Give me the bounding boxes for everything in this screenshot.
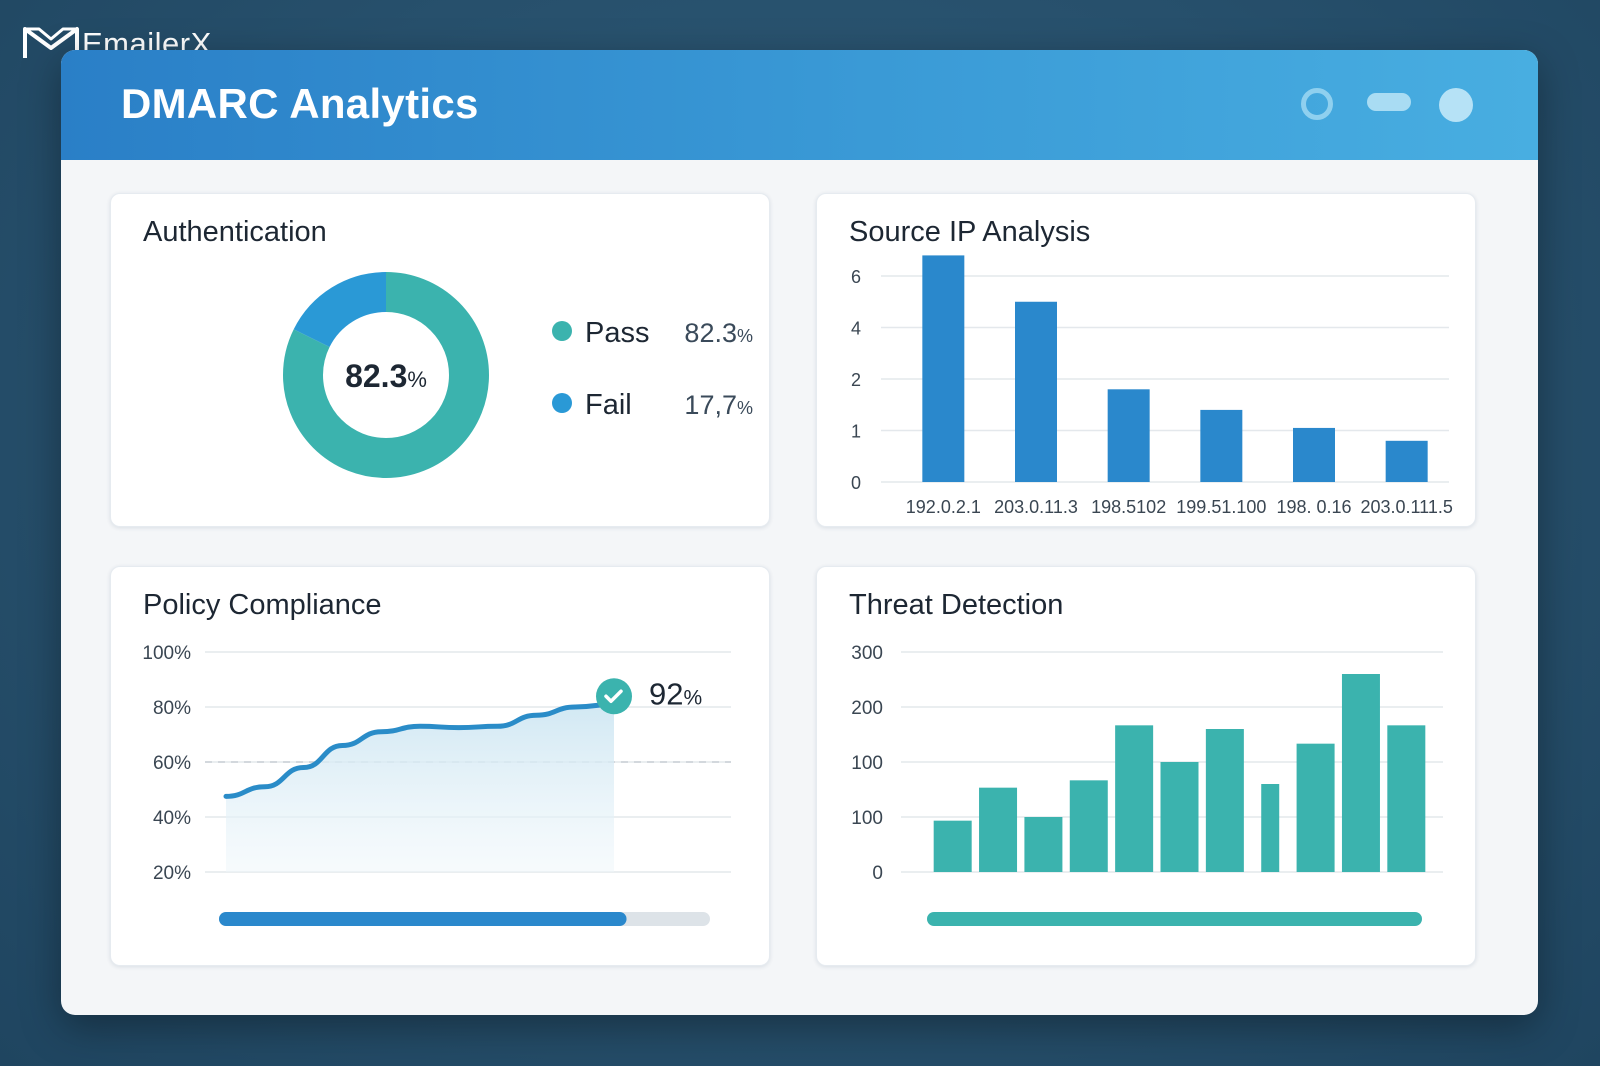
- ip-bar: [1107, 389, 1150, 482]
- ip-bar: [1385, 440, 1428, 482]
- check-mark-icon: [604, 689, 623, 703]
- threat-detection-bar-chart: 300 200 100 100 0: [851, 643, 1443, 926]
- threat-bar: [1069, 780, 1108, 872]
- threat-detection-card: Threat Detection 300 200 100 100 0: [816, 566, 1476, 966]
- threat-bar: [1387, 725, 1426, 872]
- policy-area-fill: [226, 704, 614, 872]
- legend-pass-label: Pass: [585, 317, 649, 349]
- threat-bar: [1024, 817, 1063, 872]
- legend-fail-number: 17,7: [684, 390, 737, 420]
- donut-center-value: 82.3: [345, 358, 407, 394]
- legend-fail-unit: %: [737, 398, 753, 418]
- policy-ytick-label: 60%: [153, 753, 191, 774]
- ip-ytick-label: 4: [851, 319, 861, 339]
- policy-compliance-card: Policy Compliance 100% 80% 60% 40% 20% 92%: [110, 566, 770, 966]
- ip-xtick-label: 198.5102: [1091, 497, 1166, 517]
- ip-ytick-label: 2: [851, 370, 861, 390]
- envelope-logo-icon: [23, 27, 79, 58]
- ip-bar: [1015, 301, 1057, 482]
- ip-ytick-label: 0: [851, 473, 861, 493]
- ip-bar: [1200, 409, 1243, 482]
- policy-ytick-label: 20%: [153, 863, 191, 884]
- ip-ytick-label: 6: [851, 267, 861, 287]
- source-ip-title: Source IP Analysis: [849, 216, 1091, 248]
- donut-slice-fail: [283, 272, 489, 478]
- legend-fail-label: Fail: [585, 389, 632, 421]
- policy-ytick-label: 80%: [153, 698, 191, 719]
- ip-xtick-label: 198. 0.16: [1276, 497, 1351, 517]
- policy-progress-fill: [219, 912, 627, 926]
- legend-fail-dot: [552, 393, 572, 413]
- minimize-pill-icon[interactable]: [1367, 93, 1411, 111]
- threat-bar: [1205, 729, 1244, 872]
- legend-pass-value: 82.3%: [684, 318, 753, 348]
- ip-xtick-label: 192.0.2.1: [906, 497, 981, 517]
- policy-compliance-title: Policy Compliance: [143, 589, 382, 621]
- threat-bar: [979, 787, 1018, 872]
- threat-bar: [1160, 762, 1199, 872]
- page-title: DMARC Analytics: [121, 80, 479, 127]
- threat-bar: [933, 820, 972, 872]
- policy-ytick-label: 40%: [153, 808, 191, 829]
- threat-ytick-label: 300: [851, 643, 883, 664]
- legend-pass-number: 82.3: [684, 318, 737, 348]
- policy-compliance-area-chart: 100% 80% 60% 40% 20% 92%: [142, 643, 731, 926]
- policy-series-line: [223, 701, 617, 799]
- ip-bar: [922, 255, 965, 482]
- ip-xtick-label: 203.0.111.5: [1360, 497, 1452, 517]
- source-ip-bar-chart: 0 1 2 4 6 192.0.2.1 203.0.11.3 198.5102 199.51.1…: [851, 255, 1453, 517]
- policy-ytick-label: 100%: [142, 643, 191, 664]
- app-window: DMARC Analytics Authentication 82.3% Pas…: [61, 50, 1538, 1015]
- legend-pass-dot: [552, 321, 572, 341]
- circle-icon[interactable]: [1439, 88, 1473, 122]
- authentication-card: Authentication 82.3% Pass 82.3% Fail 17,…: [110, 193, 770, 527]
- threat-bar: [1341, 674, 1380, 872]
- threat-ytick-label: 0: [872, 863, 883, 884]
- legend-fail-value: 17,7%: [684, 390, 753, 420]
- authentication-title: Authentication: [143, 216, 327, 248]
- threat-ytick-label: 200: [851, 698, 883, 719]
- donut-center-label: 82.3%: [345, 358, 427, 394]
- legend-pass-unit: %: [737, 326, 753, 346]
- threat-progress-fill: [927, 912, 1422, 926]
- settings-ring-icon[interactable]: [1301, 88, 1333, 120]
- ip-ytick-label: 1: [851, 422, 861, 442]
- ip-xtick-label: 199.51.100: [1176, 497, 1266, 517]
- ip-xtick-label: 203.0.11.3: [994, 497, 1078, 517]
- policy-callout-value: 92%: [649, 676, 702, 711]
- policy-callout-unit: %: [683, 686, 702, 709]
- threat-detection-title: Threat Detection: [849, 589, 1064, 621]
- donut-group: [283, 272, 489, 478]
- policy-callout-number: 92: [649, 676, 683, 711]
- window-header: DMARC Analytics: [61, 50, 1538, 160]
- threat-ytick-label: 100: [851, 753, 883, 774]
- threat-bar: [1296, 743, 1335, 872]
- threat-bar: [1261, 784, 1280, 872]
- source-ip-card: Source IP Analysis 0 1 2 4 6 192.0.2.1 203.0.1…: [816, 193, 1476, 527]
- authentication-donut-chart: 82.3% Pass 82.3% Fail 17,7%: [283, 272, 753, 478]
- threat-ytick-label: 100: [851, 808, 883, 829]
- donut-center-unit: %: [407, 367, 427, 392]
- ip-bar: [1293, 427, 1335, 482]
- threat-bar: [1115, 725, 1154, 872]
